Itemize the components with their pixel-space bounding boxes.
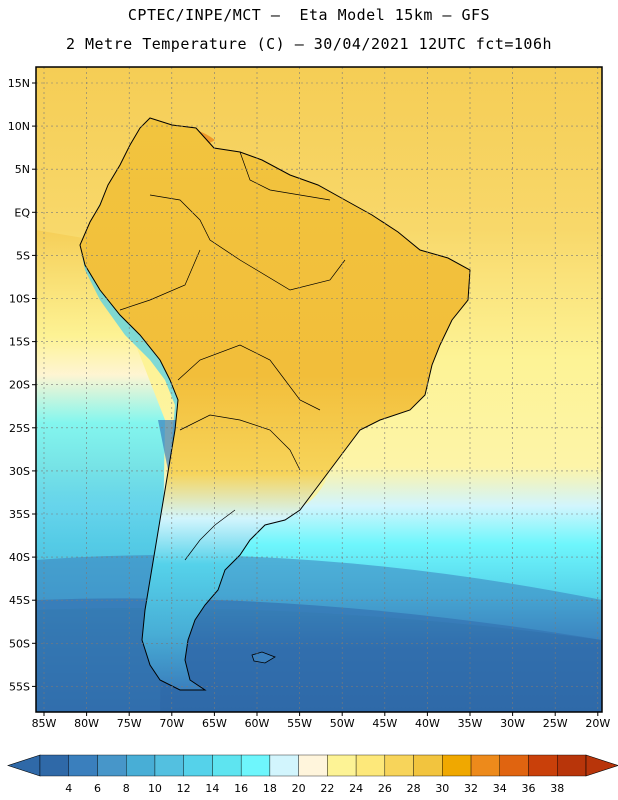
color-bar-box [183,754,213,777]
lon-label: 70W [159,717,184,730]
lat-label: 50S [9,637,30,650]
color-bar-box [97,754,127,777]
color-bar-label: 16 [234,782,248,795]
color-bar-label: 30 [435,782,449,795]
latitude-labels: 15N 10N 5N EQ 5S 10S 15S 20S 25S 30S 35S 40S 45S 50S 5… [8,77,36,693]
color-bar-over-arrow [585,754,618,777]
lat-label: EQ [14,206,30,219]
lat-label: 25S [9,422,30,435]
color-bar-label: 10 [148,782,162,795]
color-bar-label: 12 [177,782,191,795]
color-bar-label: 26 [378,782,392,795]
color-bar-label: 14 [205,782,219,795]
temperature-field [36,67,602,712]
map-title-line1: CPTEC/INPE/MCT – Eta Model 15km – GFS [127,6,491,24]
color-bar-box [154,754,184,777]
lon-label: 45W [372,717,397,730]
graticule [36,67,602,712]
lon-label: 65W [202,717,227,730]
lon-label: 85W [32,717,57,730]
map-title-line2: 2 Metre Temperature (C) – 30/04/2021 12U… [65,35,553,53]
lat-label: 5S [16,249,30,262]
lon-label: 20W [585,717,610,730]
color-bar-under-arrow [7,754,41,777]
color-bar-label: 28 [407,782,421,795]
lon-label: 80W [74,717,99,730]
color-bar-label: 22 [320,782,334,795]
color-bar-label: 36 [522,782,536,795]
color-bar-label: 34 [493,782,507,795]
lon-label: 30W [500,717,525,730]
lat-label: 15S [9,336,30,349]
color-bar-label: 18 [263,782,277,795]
color-bar-label: 6 [94,782,101,795]
color-bar-label: 38 [550,782,564,795]
lat-label: 15N [8,77,30,90]
lon-label: 35W [458,717,483,730]
lon-label: 40W [415,717,440,730]
longitude-labels: 85W 80W 75W 70W 65W 60W 55W 50W 45W 40W 35W 30W 25W 2… [32,712,610,730]
color-bar-box [557,754,587,777]
lat-label: 35S [9,508,30,521]
color-bar-box [442,754,472,777]
color-bar-box [298,754,328,777]
lon-label: 60W [245,717,270,730]
color-bar-box [355,754,386,777]
lat-label: 20S [9,379,30,392]
color-bar-box [126,754,156,777]
falkland-islands [251,651,276,664]
lon-label: 75W [117,717,142,730]
lat-label: 30S [9,465,30,478]
color-bar-box [240,754,271,777]
color-bar-label: 32 [464,782,478,795]
color-bar-box [212,754,242,777]
lat-label: 5N [15,163,30,176]
lat-label: 10S [9,293,30,306]
color-bar-box [499,754,529,777]
color-bar-labels: 4 6 8 10 12 14 16 18 20 22 24 26 28 30 32 34 36 38 [65,782,564,795]
color-bar-box [384,754,414,777]
lat-label: 55S [9,680,30,693]
color-bar-box [470,754,500,777]
color-bar [7,754,618,777]
lat-label: 10N [8,120,30,133]
color-bar-label: 24 [349,782,363,795]
color-bar-box [68,754,98,777]
color-bar-label: 4 [65,782,72,795]
lon-label: 25W [543,717,568,730]
color-bar-box [413,754,443,777]
color-bar-label: 8 [123,782,130,795]
country-borders [119,151,346,561]
lat-label: 45S [9,594,30,607]
color-bar-label: 20 [292,782,306,795]
color-bar-box [39,754,69,777]
lon-label: 50W [330,717,355,730]
color-bar-box [269,754,299,777]
color-bar-box [327,754,357,777]
lat-label: 40S [9,551,30,564]
lon-label: 55W [287,717,312,730]
map-frame [35,66,603,713]
color-bar-box [528,754,558,777]
